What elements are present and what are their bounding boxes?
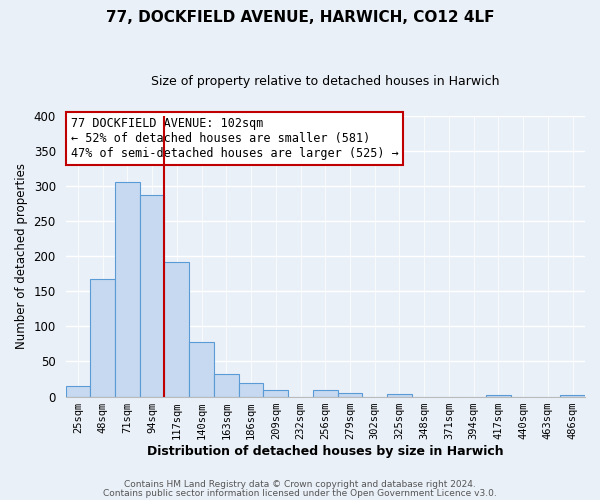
Title: Size of property relative to detached houses in Harwich: Size of property relative to detached ho…: [151, 75, 500, 88]
X-axis label: Distribution of detached houses by size in Harwich: Distribution of detached houses by size …: [147, 444, 503, 458]
Bar: [239, 383, 263, 396]
Bar: [65, 386, 90, 396]
Bar: [313, 390, 338, 396]
Bar: [338, 393, 362, 396]
Bar: [115, 182, 140, 396]
Bar: [140, 195, 164, 396]
Bar: [164, 262, 189, 396]
Bar: [189, 342, 214, 396]
Text: Contains HM Land Registry data © Crown copyright and database right 2024.: Contains HM Land Registry data © Crown c…: [124, 480, 476, 489]
Bar: [560, 395, 585, 396]
Bar: [263, 390, 288, 396]
Bar: [90, 278, 115, 396]
Text: 77 DOCKFIELD AVENUE: 102sqm
← 52% of detached houses are smaller (581)
47% of se: 77 DOCKFIELD AVENUE: 102sqm ← 52% of det…: [71, 117, 398, 160]
Bar: [214, 374, 239, 396]
Bar: [387, 394, 412, 396]
Text: Contains public sector information licensed under the Open Government Licence v3: Contains public sector information licen…: [103, 488, 497, 498]
Bar: [486, 395, 511, 396]
Text: 77, DOCKFIELD AVENUE, HARWICH, CO12 4LF: 77, DOCKFIELD AVENUE, HARWICH, CO12 4LF: [106, 10, 494, 25]
Y-axis label: Number of detached properties: Number of detached properties: [15, 163, 28, 349]
